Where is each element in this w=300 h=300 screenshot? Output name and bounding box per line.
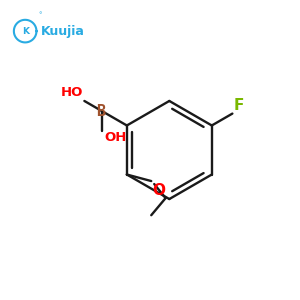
Text: Kuujia: Kuujia — [41, 25, 85, 38]
Text: HO: HO — [61, 86, 83, 100]
Text: F: F — [234, 98, 244, 113]
Text: B: B — [96, 104, 106, 119]
Text: K: K — [22, 27, 29, 36]
Text: O: O — [153, 182, 166, 197]
Text: °: ° — [38, 12, 41, 18]
Text: OH: OH — [104, 131, 126, 144]
